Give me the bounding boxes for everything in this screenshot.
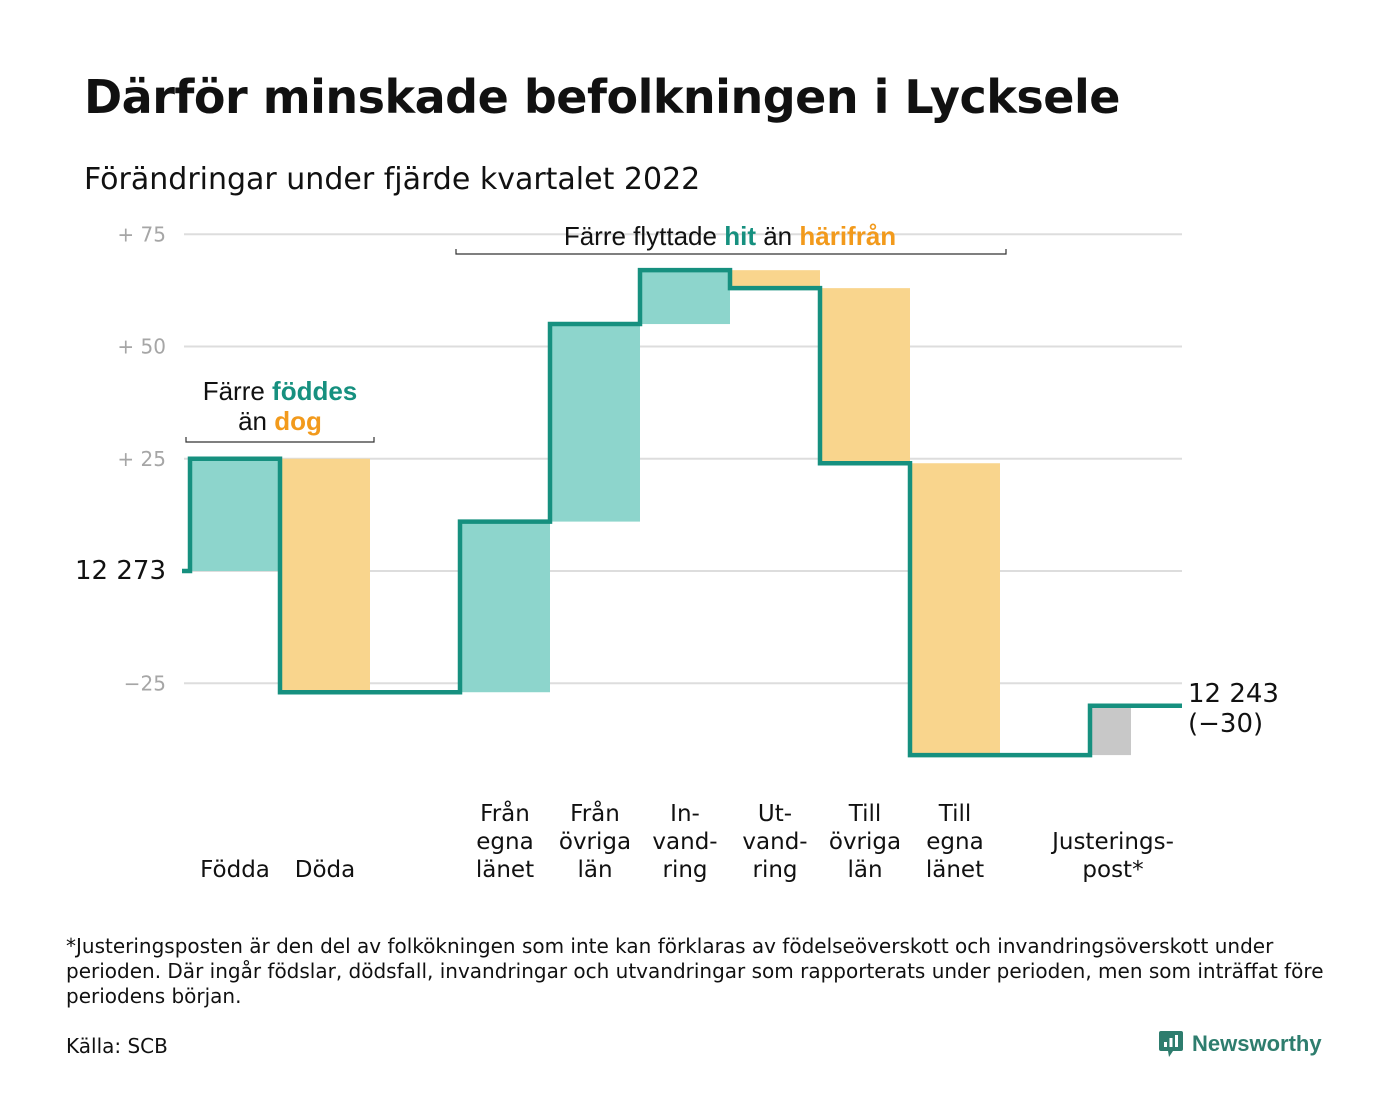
- category-label: egna: [926, 829, 983, 855]
- annotation-segment: härifrån: [799, 221, 896, 251]
- category-label: ring: [752, 857, 797, 883]
- chart-title: Därför minskade befolkningen i Lycksele: [84, 70, 1120, 124]
- cumulative-step-line: [182, 267, 1182, 758]
- category-label: Till: [848, 801, 882, 827]
- annotation-bracket: [455, 249, 1007, 255]
- brand-name: Newsworthy: [1192, 1031, 1322, 1056]
- waterfall-bar: [280, 458, 370, 693]
- chart-subtitle: Förändringar under fjärde kvartalet 2022: [84, 162, 701, 197]
- line-layer: [182, 267, 1182, 758]
- annotation-segment: än: [238, 406, 274, 436]
- y-tick-label: + 75: [117, 222, 166, 246]
- annotation-migration: Färre flyttade hit än härifrån: [564, 221, 896, 251]
- annotation-segment: föddes: [272, 376, 357, 406]
- category-label: Från: [480, 799, 530, 827]
- annotation-births-deaths-line2: än dog: [238, 406, 322, 436]
- waterfall-bar: [1090, 705, 1131, 756]
- start-value-label: 12 273: [75, 556, 166, 586]
- category-label: Till: [938, 801, 972, 827]
- category-label: Justerings-: [1050, 829, 1174, 855]
- annotation-births-deaths-line1: Färre föddes: [203, 376, 358, 406]
- category-label: Födda: [200, 857, 270, 883]
- category-label: län: [847, 857, 882, 883]
- category-label: övriga: [559, 829, 631, 855]
- waterfall-bar: [910, 463, 1000, 756]
- category-label: länet: [926, 857, 984, 883]
- waterfall-bar: [190, 458, 280, 571]
- annotation-segment: Färre flyttade: [564, 221, 724, 251]
- bar-layer: [190, 270, 1131, 756]
- waterfall-bar: [730, 270, 820, 289]
- waterfall-bar: [640, 270, 730, 325]
- category-label: In-: [670, 801, 700, 827]
- y-tick-label: + 25: [117, 447, 166, 471]
- source-label: Källa: SCB: [66, 1034, 168, 1058]
- category-label: Döda: [295, 857, 355, 883]
- category-label: Ut-: [758, 801, 792, 827]
- annotation-segment: Färre: [203, 376, 272, 406]
- waterfall-bar: [820, 288, 910, 464]
- waterfall-bar: [550, 324, 640, 522]
- category-label: län: [577, 857, 612, 883]
- category-label: länet: [476, 857, 534, 883]
- end-value-label: (−30): [1188, 709, 1263, 739]
- y-tick-label: −25: [124, 671, 166, 695]
- category-label: övriga: [829, 829, 901, 855]
- brand-logo[interactable]: Newsworthy: [1158, 1029, 1322, 1059]
- category-label: vand-: [742, 829, 807, 855]
- annotation-bracket: [185, 437, 375, 443]
- annotation-segment: dog: [274, 406, 322, 436]
- bar-chart-speech-bubble-icon: [1159, 1031, 1183, 1057]
- y-tick-label: + 50: [117, 335, 166, 359]
- category-label: egna: [476, 829, 533, 855]
- category-label: post*: [1082, 857, 1143, 883]
- annotation-segment: än: [756, 221, 799, 251]
- category-label: Från: [570, 799, 620, 827]
- annotation-segment: hit: [724, 221, 756, 251]
- waterfall-bar: [460, 521, 550, 693]
- end-value-label: 12 243: [1188, 679, 1279, 709]
- category-label: ring: [662, 857, 707, 883]
- footnote: *Justeringsposten är den del av folkökni…: [66, 934, 1324, 1008]
- category-label: vand-: [652, 829, 717, 855]
